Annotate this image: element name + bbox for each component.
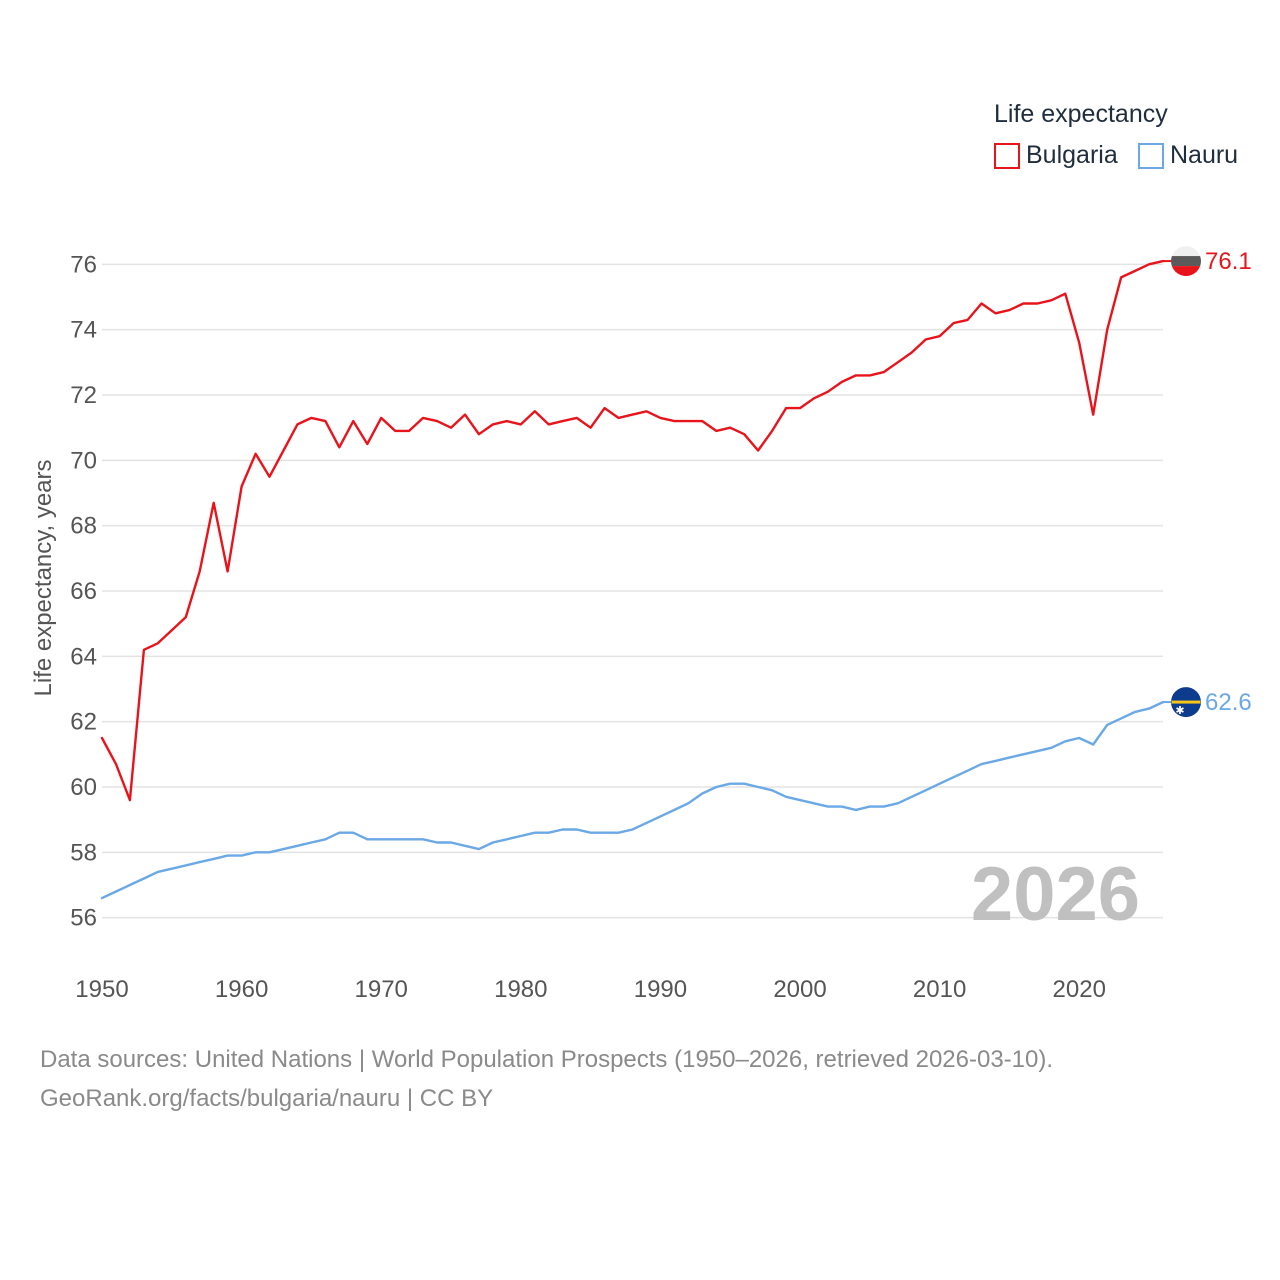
legend-item-nauru[interactable]: Nauru — [1138, 141, 1238, 170]
y-tick-label: 56 — [70, 905, 97, 932]
y-tick-label: 62 — [70, 709, 97, 736]
svg-text:✱: ✱ — [1175, 704, 1184, 717]
legend-label-nauru: Nauru — [1170, 141, 1239, 169]
y-tick-label: 70 — [70, 447, 97, 474]
x-axis-ticks: 1950 1960 1970 1980 1990 2000 2010 2020 — [75, 976, 1106, 1003]
y-tick-label: 76 — [70, 251, 97, 278]
footer-credit: GeoRank.org/facts/bulgaria/nauru | CC BY — [40, 1085, 494, 1112]
y-tick-label: 74 — [70, 317, 97, 344]
legend-title: Life expectancy — [994, 100, 1168, 128]
end-value-nauru: 62.6 — [1205, 689, 1252, 716]
x-tick-label: 1970 — [355, 976, 408, 1003]
flag-nauru-icon: ✱ — [1171, 687, 1201, 718]
series-lines — [100, 259, 1165, 900]
legend-label-bulgaria: Bulgaria — [1026, 141, 1118, 169]
y-axis-title: Life expectancy, years — [30, 459, 57, 696]
x-tick-label: 2020 — [1053, 976, 1106, 1003]
legend-swatch-nauru — [1138, 142, 1164, 169]
y-tick-label: 60 — [70, 774, 97, 801]
footer-sources: Data sources: United Nations | World Pop… — [40, 1046, 1054, 1073]
y-tick-label: 64 — [70, 643, 97, 670]
end-markers: 76.1 ✱ 62.6 — [1163, 246, 1252, 718]
y-axis-ticks: 56 58 60 62 64 66 68 70 72 74 76 — [70, 251, 97, 931]
x-tick-label: 1960 — [215, 976, 268, 1003]
end-value-bulgaria: 76.1 — [1205, 248, 1252, 275]
x-tick-label: 1980 — [494, 976, 547, 1003]
series-line-bulgaria[interactable] — [100, 259, 1165, 802]
y-tick-label: 58 — [70, 839, 97, 866]
legend-item-bulgaria[interactable]: Bulgaria — [994, 141, 1118, 170]
year-watermark: 2026 — [971, 852, 1140, 937]
grid-lines — [102, 263, 1163, 919]
flag-bulgaria-icon — [1171, 246, 1201, 277]
y-tick-label: 66 — [70, 578, 97, 605]
x-tick-label: 1990 — [634, 976, 687, 1003]
y-tick-label: 72 — [70, 382, 97, 409]
x-tick-label: 2010 — [913, 976, 966, 1003]
legend-swatch-bulgaria — [994, 142, 1020, 169]
series-line-nauru[interactable] — [100, 700, 1165, 900]
x-tick-label: 1950 — [75, 976, 128, 1003]
x-tick-label: 2000 — [773, 976, 826, 1003]
y-tick-label: 68 — [70, 513, 97, 540]
